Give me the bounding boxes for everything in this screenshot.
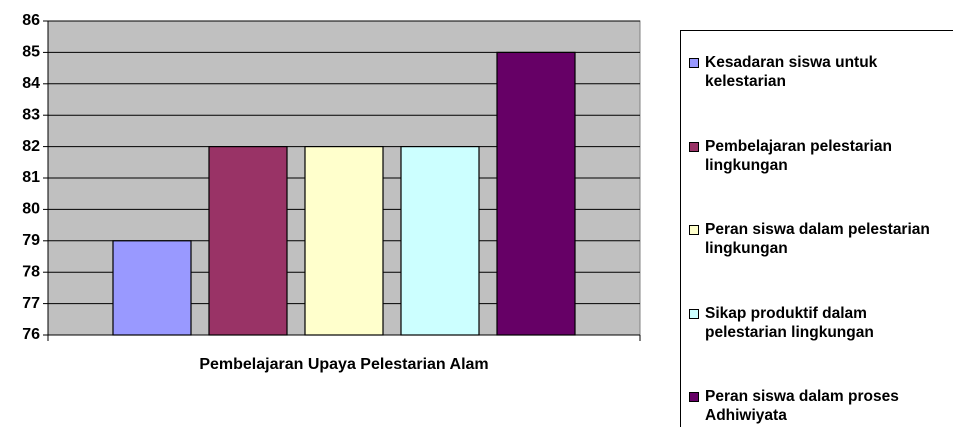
legend-swatch xyxy=(689,58,699,68)
y-tick-label: 78 xyxy=(22,263,40,280)
y-tick-label: 80 xyxy=(22,201,40,218)
x-tick-label: Pembelajaran Upaya Pelestarian Alam xyxy=(199,356,488,373)
legend: Kesadaran siswa untuk kelestarian Pembela… xyxy=(680,30,953,427)
legend-label: Pembelajaran pelestarian lingkungan xyxy=(705,137,892,174)
legend-swatch xyxy=(689,308,699,319)
legend-swatch xyxy=(689,141,699,152)
bar xyxy=(304,146,384,336)
y-tick-label: 83 xyxy=(22,106,40,123)
legend-item: Peran siswa dalam proses Adhiwiyata xyxy=(689,387,951,425)
legend-label: Peran siswa dalam proses Adhiwiyata xyxy=(705,388,899,424)
legend-label: Peran siswa dalam pelestarian lingkungan xyxy=(705,221,930,257)
bar xyxy=(496,51,576,336)
bar xyxy=(400,146,480,336)
y-tick-label: 86 xyxy=(22,12,40,29)
bar xyxy=(112,240,192,336)
y-tick-label: 85 xyxy=(22,44,40,61)
y-tick-label: 81 xyxy=(22,169,40,186)
bar xyxy=(208,146,288,336)
legend-swatch xyxy=(689,225,699,235)
y-tick-label: 82 xyxy=(22,138,40,155)
y-tick-label: 84 xyxy=(22,75,40,92)
legend-label: Sikap produktif dalam pelestarian lingku… xyxy=(705,304,874,341)
legend-label: Kesadaran siswa untuk kelestarian xyxy=(705,54,878,90)
legend-swatch xyxy=(689,392,699,402)
y-tick-label: 77 xyxy=(22,295,40,312)
legend-item: Sikap produktif dalam pelestarian lingku… xyxy=(689,304,951,342)
chart: 76 77 78 79 80 81 82 83 84 85 86 Pembelajaran Upaya… xyxy=(22,12,641,373)
y-tick-label: 79 xyxy=(22,232,40,249)
legend-item: Peran siswa dalam pelestarian lingkungan xyxy=(689,220,951,258)
legend-item: Pembelajaran pelestarian lingkungan xyxy=(689,137,951,175)
y-tick-label: 76 xyxy=(22,326,40,343)
legend-item: Kesadaran siswa untuk kelestarian xyxy=(689,53,951,91)
